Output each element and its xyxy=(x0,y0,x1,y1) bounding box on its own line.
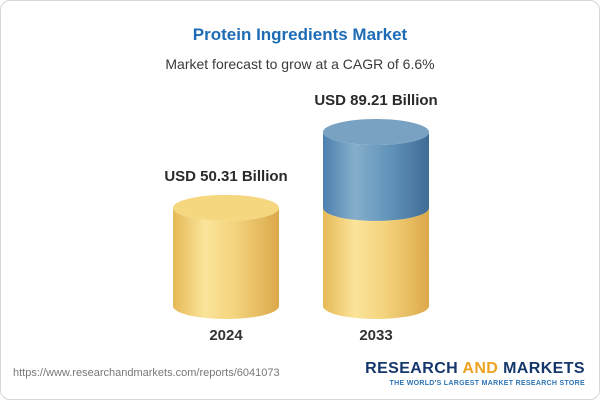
logo-word-markets: MARKETS xyxy=(498,360,585,377)
logo-wordmark: RESEARCH AND MARKETS xyxy=(365,360,585,378)
page-title: Protein Ingredients Market xyxy=(192,25,408,44)
chart-cylinders xyxy=(173,119,429,319)
x-axis-label-2033: 2033 xyxy=(359,327,393,344)
logo-tagline: THE WORLD'S LARGEST MARKET RESEARCH STOR… xyxy=(389,380,585,387)
x-axis-label-2024: 2024 xyxy=(209,327,243,344)
page-subtitle: Market forecast to grow at a CAGR of 6.6… xyxy=(165,56,435,72)
logo-word-research: RESEARCH xyxy=(365,360,463,377)
report-url-link[interactable]: https://www.researchandmarkets.com/repor… xyxy=(13,367,280,379)
value-label-2033: USD 89.21 Billion xyxy=(314,92,438,110)
value-label-2024: USD 50.31 Billion xyxy=(164,167,288,185)
logo-word-and: AND xyxy=(462,360,499,377)
research-and-markets-logo[interactable]: RESEARCH AND MARKETS THE WORLD'S LARGEST… xyxy=(365,360,585,387)
